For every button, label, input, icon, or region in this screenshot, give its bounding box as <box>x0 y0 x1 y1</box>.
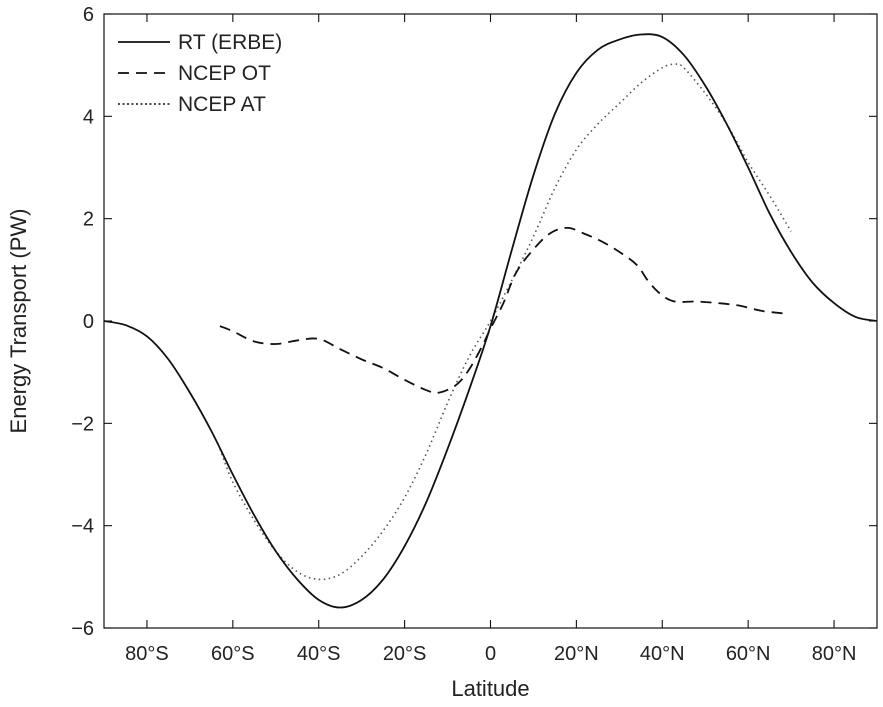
series-line-rt-erbe <box>103 33 878 609</box>
x-tick-label: 0 <box>485 643 496 665</box>
x-tick-label: 20°N <box>554 643 599 665</box>
series-line-ncep-ot <box>219 226 783 394</box>
x-tick-label: 60°S <box>211 643 255 665</box>
x-tick-label: 20°S <box>383 643 427 665</box>
x-tick-label: 80°N <box>812 643 857 665</box>
legend-label-ncep-ot: NCEP OT <box>178 62 271 85</box>
x-tick-label: 80°S <box>125 643 169 665</box>
y-tick-label: −6 <box>71 618 94 640</box>
y-tick-label: 4 <box>83 106 94 128</box>
legend-label-rt-erbe: RT (ERBE) <box>178 31 282 54</box>
x-axis-title: Latitude <box>451 676 529 701</box>
y-tick-label: −2 <box>71 413 94 435</box>
y-axis-title: Energy Transport (PW) <box>6 209 31 434</box>
legend-label-ncep-at: NCEP AT <box>178 93 266 116</box>
x-tick-label: 40°N <box>640 643 685 665</box>
x-tick-label: 60°N <box>726 643 771 665</box>
y-tick-label: 2 <box>83 209 94 231</box>
series-line-ncep-at <box>219 63 792 581</box>
x-tick-label: 40°S <box>297 643 341 665</box>
y-tick-label: 0 <box>83 311 94 333</box>
y-tick-label: −4 <box>71 516 94 538</box>
y-tick-label: 6 <box>83 4 94 26</box>
